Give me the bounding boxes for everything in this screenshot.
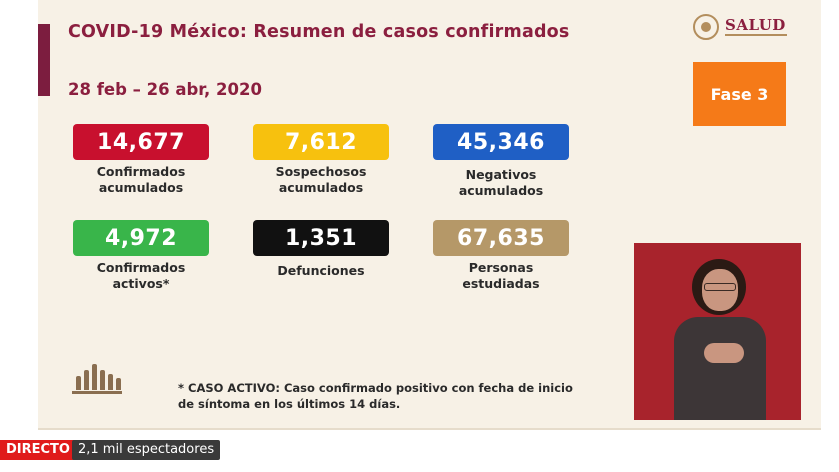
stat-label-line: Defunciones	[277, 263, 365, 278]
salud-logo: SALUD	[693, 14, 793, 44]
live-badge: DIRECTO	[0, 440, 76, 460]
stat-label-studied: Personas estudiadas	[421, 260, 581, 292]
footnote-line: de síntoma en los últimos 14 días.	[178, 397, 401, 411]
logo-underline	[725, 34, 787, 36]
logo-text: SALUD	[725, 16, 786, 34]
stat-label-deaths: Defunciones	[241, 263, 401, 279]
stat-label-suspected: Sospechosos acumulados	[241, 164, 401, 196]
slide-title: COVID-19 México: Resumen de casos confir…	[68, 22, 570, 42]
stat-value-deaths: 1,351	[253, 220, 389, 256]
stat-label-line: acumulados	[98, 180, 184, 195]
interpreter-body	[674, 317, 766, 420]
date-range: 28 feb – 26 abr, 2020	[68, 80, 262, 99]
stat-label-line: Confirmados	[96, 260, 186, 275]
stat-label-line: acumulados	[278, 180, 364, 195]
stat-label-active: Confirmados activos*	[61, 260, 221, 292]
stat-value-suspected: 7,612	[253, 124, 389, 160]
interpreter-hands	[704, 343, 744, 363]
stat-value-active: 4,972	[73, 220, 209, 256]
phase-badge: Fase 3	[693, 62, 786, 126]
stat-label-line: Sospechosos	[275, 164, 367, 179]
stat-value-studied: 67,635	[433, 220, 569, 256]
stat-label-confirmed: Confirmados acumulados	[61, 164, 221, 196]
title-accent-bar	[38, 24, 50, 96]
footnote-line: * CASO ACTIVO: Caso confirmado positivo …	[178, 381, 573, 395]
stat-label-line: Confirmados	[96, 164, 186, 179]
stat-label-negative: Negativos acumulados	[421, 167, 581, 199]
slide-divider	[38, 428, 821, 430]
stat-label-line: Negativos	[465, 167, 537, 182]
stat-value-confirmed: 14,677	[73, 124, 209, 160]
stat-value-negative: 45,346	[433, 124, 569, 160]
stat-label-line: Personas	[468, 260, 534, 275]
glasses-icon	[704, 283, 736, 291]
stat-label-line: activos*	[112, 276, 170, 291]
seal-icon	[693, 14, 719, 40]
government-logo	[72, 358, 122, 398]
stat-label-line: estudiadas	[462, 276, 540, 291]
viewer-count: 2,1 mil espectadores	[72, 440, 221, 460]
stat-label-line: acumulados	[458, 183, 544, 198]
active-case-footnote: * CASO ACTIVO: Caso confirmado positivo …	[178, 380, 598, 412]
sign-language-interpreter-video	[634, 243, 801, 420]
